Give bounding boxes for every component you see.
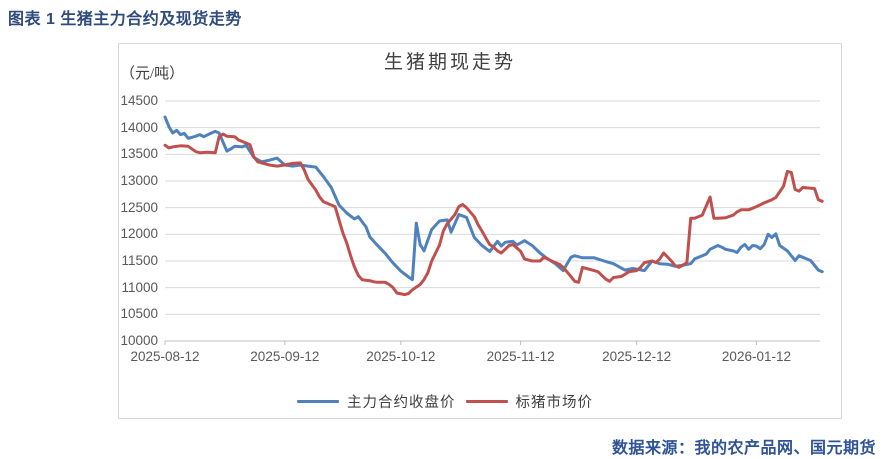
y-tick-label: 12500 [120,199,158,215]
y-tick-label: 13500 [120,146,158,162]
x-tick-label: 2025-12-12 [602,349,672,364]
legend-label-spot-price: 标猪市场价 [515,395,593,411]
x-tick-label: 2025-11-12 [486,349,555,364]
y-tick-label: 11500 [121,253,158,268]
data-source-note: 数据来源：我的农产品网、国元期货 [611,440,876,457]
chart-frame [118,43,842,419]
x-tick-label: 2025-09-12 [250,349,320,364]
chart-title: 生猪期现走势 [383,52,516,73]
x-tick-label: 2026-01-12 [721,349,791,364]
y-tick-label: 10000 [120,333,158,348]
y-tick-label: 12000 [120,226,158,242]
y-tick-label: 10500 [120,306,158,322]
y-tick-label: 11000 [121,279,158,295]
blue-line-swatch [297,399,339,404]
legend-item-main-contract: 主力合约收盘价 [297,391,456,412]
figure-caption: 图表 1 生猪主力合约及现货走势 [8,11,242,28]
y-axis-unit-label: （元/吨） [120,66,185,82]
red-line-swatch [465,399,508,404]
series-line-spot-price [163,132,824,297]
y-tick-label: 13000 [120,173,158,188]
y-tick-label: 14500 [120,93,158,108]
legend-label-main-contract: 主力合约收盘价 [347,395,456,411]
y-tick-label: 14000 [120,119,158,135]
x-tick-label: 2025-08-12 [130,349,200,364]
x-tick-label: 2025-10-12 [366,349,436,364]
series-line-main-contract [163,115,824,282]
chart-legend: 主力合约收盘价 标猪市场价 [118,391,772,412]
legend-item-spot-price: 标猪市场价 [465,391,594,412]
